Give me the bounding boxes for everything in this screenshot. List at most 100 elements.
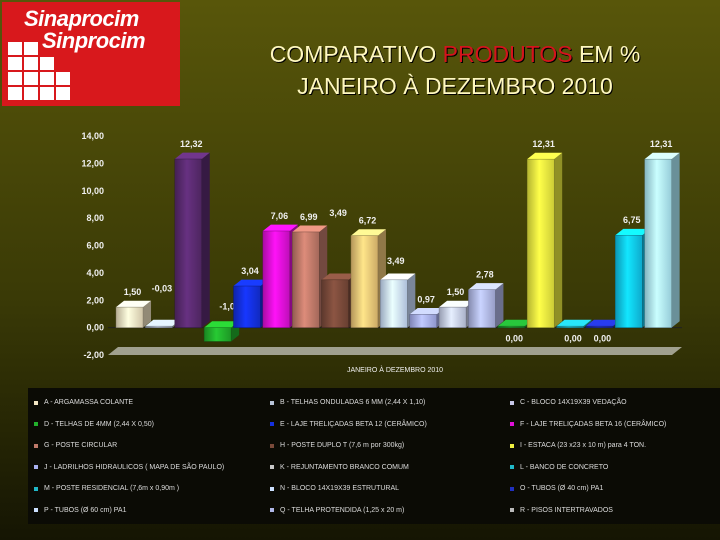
bar-top bbox=[556, 319, 592, 327]
bar-front bbox=[292, 231, 320, 328]
title-line2: JANEIRO À DEZEMBRO 2010 bbox=[297, 73, 613, 99]
bar-A bbox=[115, 300, 152, 328]
legend-label: R - PISOS INTERTRAVADOS bbox=[520, 506, 613, 514]
data-label-J: 3,49 bbox=[387, 256, 405, 266]
data-label-C: 12,32 bbox=[180, 139, 203, 149]
logo-tiles-icon bbox=[8, 42, 70, 100]
legend-item: E - LAJE TRELIÇADAS BETA 12 (CERÂMICO) bbox=[264, 414, 504, 436]
legend-swatch bbox=[510, 486, 514, 491]
legend-item: N - BLOCO 14X19X39 ESTRUTURAL bbox=[264, 478, 504, 500]
bar-side bbox=[201, 152, 210, 328]
title-line1-pre: COMPARATIVO bbox=[269, 41, 443, 67]
bar-top bbox=[145, 319, 181, 327]
legend-item: D - TELHAS DE 4MM (2,44 X 0,50) bbox=[28, 414, 264, 436]
data-label-O: 12,31 bbox=[532, 139, 555, 149]
y-tick-label: 8,00 bbox=[86, 213, 104, 223]
page-title: COMPARATIVO PRODUTOS EM % JANEIRO À DEZE… bbox=[200, 38, 710, 102]
title-line1: COMPARATIVO PRODUTOS EM % bbox=[200, 38, 710, 70]
legend-label: M - POSTE RESIDENCIAL (7,6m x 0,90m ) bbox=[44, 485, 180, 493]
bar-front bbox=[526, 158, 555, 328]
bar-side bbox=[583, 319, 592, 328]
legend-label: L - BANCO DE CONCRETO bbox=[520, 463, 609, 471]
data-label-S: 12,31 bbox=[650, 139, 673, 149]
bar-M bbox=[468, 283, 504, 328]
bar-side bbox=[671, 152, 680, 328]
legend-label: E - LAJE TRELIÇADAS BETA 12 (CERÂMICO) bbox=[280, 420, 427, 428]
bar-top bbox=[615, 228, 651, 236]
y-tick-label: 6,00 bbox=[86, 241, 104, 251]
legend-swatch bbox=[510, 465, 514, 470]
legend-label: G - POSTE CIRCULAR bbox=[44, 442, 118, 450]
legend-item: P - TUBOS (Ø 60 cm) PA1 bbox=[28, 500, 264, 522]
bar-top bbox=[292, 225, 328, 232]
y-tick-label: 12,00 bbox=[81, 158, 104, 168]
legend-item: A - ARGAMASSA COLANTE bbox=[28, 392, 264, 414]
bar-top bbox=[262, 224, 298, 231]
y-tick-label: 14,00 bbox=[81, 131, 104, 141]
bar-front bbox=[409, 314, 437, 328]
bar-front bbox=[350, 235, 379, 328]
data-label-Q: 0,00 bbox=[594, 334, 612, 344]
bar-top bbox=[585, 319, 621, 327]
bar-top bbox=[174, 152, 210, 159]
legend-item: M - POSTE RESIDENCIAL (7,6m x 0,90m ) bbox=[28, 478, 264, 500]
legend-swatch bbox=[270, 486, 274, 491]
legend-item: J - LADRILHOS HIDRAULICOS ( MAPA DE SÃO … bbox=[28, 457, 264, 479]
legend-swatch bbox=[510, 400, 514, 405]
legend-swatch bbox=[34, 422, 38, 427]
legend-swatch bbox=[34, 508, 38, 513]
legend-item: L - BANCO DE CONCRETO bbox=[504, 457, 720, 479]
legend-label: D - TELHAS DE 4MM (2,44 X 0,50) bbox=[44, 420, 154, 428]
bar-top bbox=[380, 273, 416, 280]
legend-item: K - REJUNTAMENTO BRANCO COMUM bbox=[264, 457, 504, 479]
bar-O bbox=[526, 152, 563, 328]
bar-chart: 14,00 12,00 10,00 8,00 6,00 4,00 2,00 0,00 -2,00… bbox=[81, 131, 682, 374]
bar-J bbox=[380, 273, 416, 328]
bar-front bbox=[585, 325, 614, 328]
legend-label: B - TELHAS ONDULADAS 6 MM (2,44 X 1,10) bbox=[280, 399, 426, 407]
legend-item: G - POSTE CIRCULAR bbox=[28, 435, 264, 457]
bar-front bbox=[468, 289, 496, 328]
bar-front bbox=[615, 235, 643, 328]
data-label-B: -0,03 bbox=[152, 284, 173, 294]
legend-swatch bbox=[510, 508, 514, 513]
bar-front bbox=[174, 158, 202, 328]
legend-label: P - TUBOS (Ø 60 cm) PA1 bbox=[44, 506, 127, 514]
bar-top bbox=[644, 152, 680, 160]
legend-item: F - LAJE TRELIÇADAS BETA 16 (CERÂMICO) bbox=[504, 414, 720, 436]
legend-swatch bbox=[270, 400, 274, 405]
legend-swatch bbox=[270, 443, 274, 448]
data-label-L: 1,50 bbox=[447, 287, 465, 297]
legend-label: A - ARGAMASSA COLANTE bbox=[44, 399, 134, 407]
legend-swatch bbox=[510, 422, 514, 427]
legend-item: H - POSTE DUPLO T (7,6 m por 300kg) bbox=[264, 435, 504, 457]
x-axis-label: JANEIRO À DEZEMBRO 2010 bbox=[347, 365, 443, 374]
bar-front bbox=[203, 327, 232, 342]
legend-label: O - TUBOS (Ø 40 cm) PA1 bbox=[520, 485, 604, 493]
bar-front bbox=[556, 325, 584, 328]
legend-swatch bbox=[270, 422, 274, 427]
legend-label: Q - TELHA PROTENDIDA (1,25 x 20 m) bbox=[280, 506, 405, 514]
legend-swatch bbox=[34, 465, 38, 470]
data-label-A: 1,50 bbox=[124, 287, 142, 297]
bar-top bbox=[409, 307, 445, 315]
legend-label: I - ESTACA (23 x23 x 10 m) para 4 TON. bbox=[520, 442, 647, 450]
legend-grid: A - ARGAMASSA COLANTE B - TELHAS ONDULADA… bbox=[28, 392, 720, 521]
legend-swatch bbox=[510, 443, 514, 448]
data-label-N: 0,00 bbox=[506, 334, 524, 344]
title-line1-post: EM % bbox=[572, 41, 641, 67]
bar-front bbox=[233, 285, 261, 328]
bar-G bbox=[292, 225, 328, 328]
bar-front bbox=[115, 306, 144, 328]
sinaprocim-logo: Sinaprocim Sinprocim bbox=[2, 2, 180, 106]
legend-label: J - LADRILHOS HIDRAULICOS ( MAPA DE SÃO … bbox=[44, 463, 225, 471]
chart-floor bbox=[108, 347, 682, 355]
data-label-D: -1,01 bbox=[219, 302, 240, 312]
bar-top bbox=[321, 273, 357, 280]
legend-item: C - BLOCO 14X19X39 VEDAÇÃO bbox=[504, 392, 720, 414]
data-label-H: 3,49 bbox=[329, 208, 347, 218]
y-tick-label: -2,00 bbox=[83, 350, 104, 360]
bar-top bbox=[116, 300, 152, 308]
legend-swatch bbox=[34, 443, 38, 448]
legend-label: N - BLOCO 14X19X39 ESTRUTURAL bbox=[280, 485, 400, 493]
